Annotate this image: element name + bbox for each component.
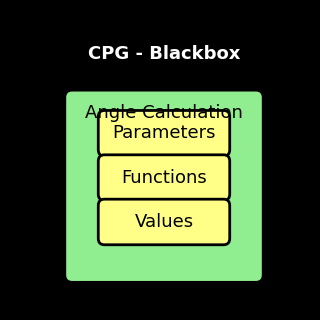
FancyBboxPatch shape — [65, 90, 263, 282]
Text: CPG - Blackbox: CPG - Blackbox — [88, 45, 240, 63]
Text: Angle Calculation: Angle Calculation — [85, 104, 243, 122]
FancyBboxPatch shape — [98, 199, 230, 245]
Text: Functions: Functions — [121, 169, 207, 187]
Text: Values: Values — [134, 213, 194, 231]
Text: Parameters: Parameters — [112, 124, 216, 142]
FancyBboxPatch shape — [98, 155, 230, 200]
FancyBboxPatch shape — [98, 110, 230, 156]
